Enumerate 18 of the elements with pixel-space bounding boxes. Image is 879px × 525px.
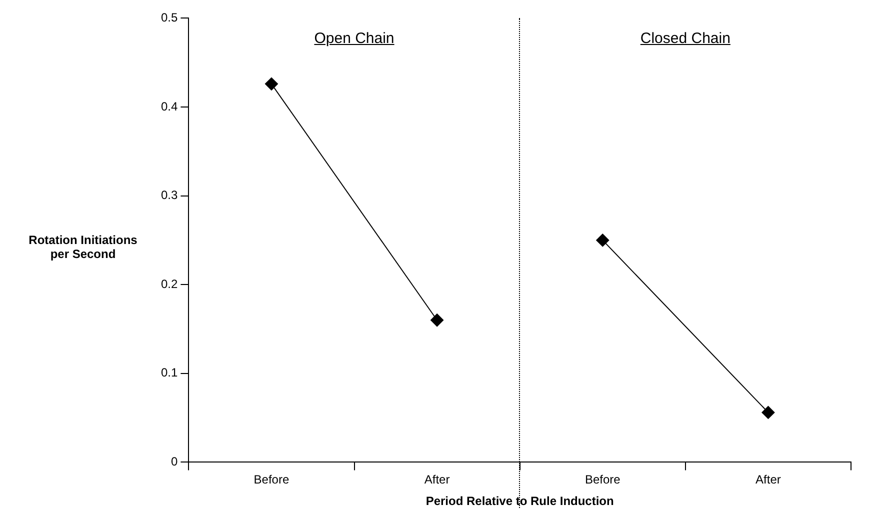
- x-tick-label: After: [756, 472, 781, 487]
- y-tick-label: 0: [170, 454, 178, 469]
- y-tick-label: 0.3: [160, 188, 178, 202]
- y-tick-label: 0.4: [160, 99, 178, 114]
- point: [430, 314, 444, 327]
- y-axis-title: Rotation Initiations per Second: [28, 233, 138, 261]
- annotation: Open Chain: [313, 30, 396, 48]
- point: [762, 406, 775, 419]
- y-tick-label: 0.2: [160, 276, 178, 291]
- y-tick-label: 0.1: [160, 366, 178, 380]
- annotation: Closed Chain: [639, 30, 732, 48]
- point: [596, 234, 610, 247]
- point: [264, 77, 278, 90]
- x-tick-label: After: [424, 472, 450, 487]
- x-tick-label: Before: [254, 472, 290, 487]
- x-axis-title: Period Relative to Rule Induction: [426, 494, 614, 508]
- x-tick-label: Before: [584, 472, 621, 487]
- y-tick-label: 0.5: [160, 10, 178, 25]
